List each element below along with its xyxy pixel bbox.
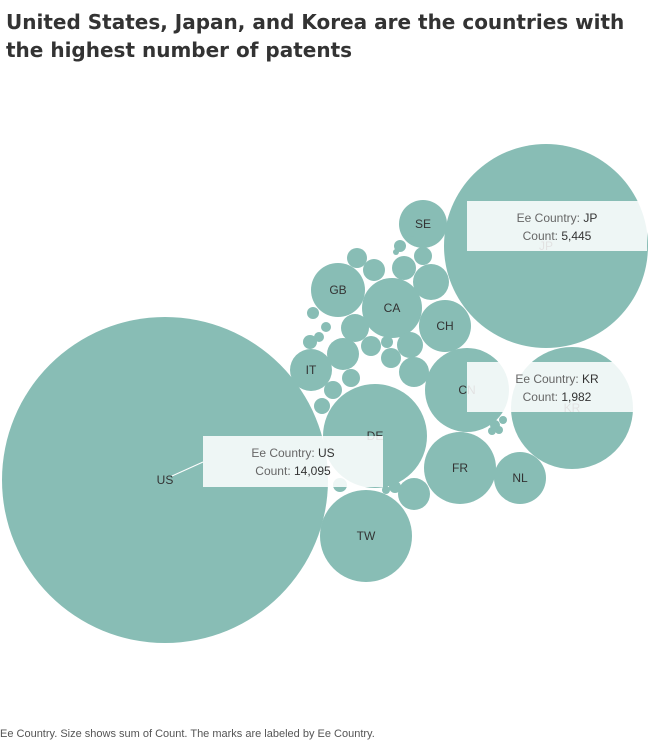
tooltip-box (467, 362, 647, 412)
bubble[interactable] (398, 478, 430, 510)
bubble-chart: USJPKRDECNTWFRCAGBCHNLSEIT Ee Country: J… (0, 0, 648, 720)
bubble[interactable] (382, 279, 388, 285)
bubble[interactable] (314, 398, 330, 414)
bubble[interactable] (382, 486, 390, 494)
bubble-label-us: US (157, 473, 174, 487)
bubble[interactable] (408, 236, 416, 244)
bubble-label-fr: FR (452, 461, 468, 475)
tooltip-box (203, 436, 383, 487)
bubble[interactable] (321, 322, 331, 332)
bubble[interactable] (414, 247, 432, 265)
bubble-label-ca: CA (384, 301, 401, 315)
bubble[interactable] (324, 381, 342, 399)
bubble[interactable] (399, 357, 429, 387)
bubble[interactable] (363, 259, 385, 281)
tooltip-country-line: Ee Country: US (251, 446, 334, 460)
tooltip-count-line: Count: 14,095 (255, 464, 331, 478)
bubble[interactable] (495, 426, 503, 434)
bubble-label-se: SE (415, 217, 431, 231)
tooltip-count-line: Count: 5,445 (523, 229, 592, 243)
bubble[interactable] (499, 416, 507, 424)
bubble[interactable] (389, 481, 401, 493)
bubble[interactable] (327, 338, 359, 370)
tooltip-kr: Ee Country: KR Count: 1,982 (467, 362, 647, 412)
bubble[interactable] (397, 332, 423, 358)
tooltip-count-line: Count: 1,982 (523, 390, 592, 404)
bubble[interactable] (314, 332, 324, 342)
bubble[interactable] (341, 314, 369, 342)
tooltip-us: Ee Country: US Count: 14,095 (172, 436, 383, 487)
bubble[interactable] (381, 348, 401, 368)
tooltip-country-line: Ee Country: KR (515, 372, 599, 386)
bubble[interactable] (488, 427, 496, 435)
bubble[interactable] (361, 336, 381, 356)
bubble-label-ch: CH (436, 319, 453, 333)
bubble[interactable] (381, 336, 393, 348)
bubble[interactable] (347, 248, 367, 268)
bubble-label-nl: NL (512, 471, 528, 485)
tooltip-jp: Ee Country: JP Count: 5,445 (467, 201, 647, 251)
tooltip-box (467, 201, 647, 251)
tooltip-country-line: Ee Country: JP (517, 211, 598, 225)
bubble[interactable] (413, 264, 449, 300)
bubble[interactable] (393, 249, 399, 255)
bubble-label-it: IT (306, 363, 317, 377)
chart-caption: Ee Country. Size shows sum of Count. The… (0, 728, 375, 740)
bubble-label-gb: GB (329, 283, 346, 297)
bubble[interactable] (342, 369, 360, 387)
bubble[interactable] (307, 307, 319, 319)
bubble[interactable] (392, 256, 416, 280)
bubble-label-tw: TW (357, 529, 376, 543)
